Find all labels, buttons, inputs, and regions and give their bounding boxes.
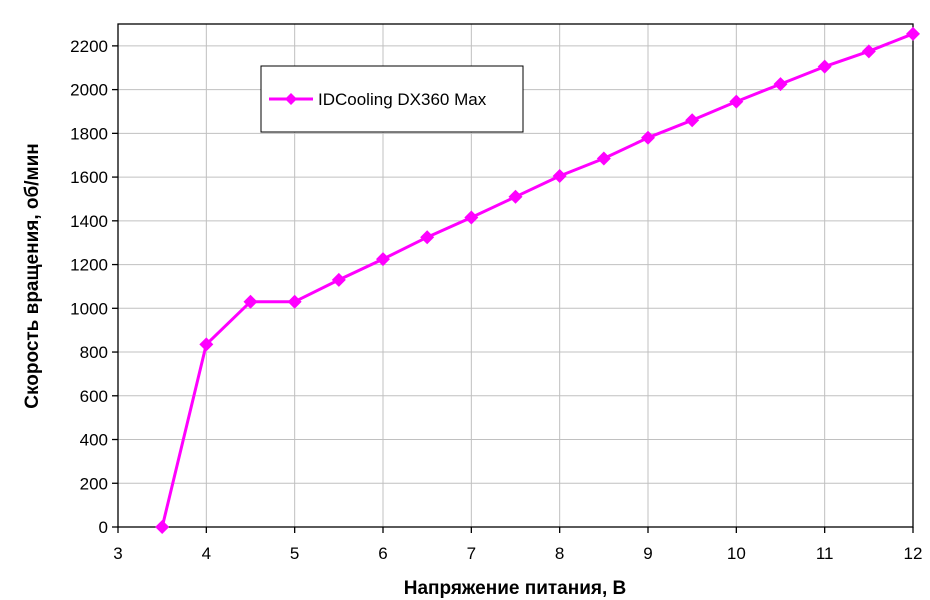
plot-area-frame [117, 23, 914, 528]
data-point-marker [685, 113, 700, 128]
y-tick-label: 1600 [70, 168, 108, 187]
data-point-marker [199, 337, 214, 352]
data-point-marker [596, 151, 611, 166]
y-tick-labels: 0 200 400 600 800 1000 1200 1400 1600 1800 2000 220… [70, 37, 108, 537]
y-tick-label: 400 [80, 431, 108, 450]
axis-ticks [112, 45, 914, 533]
data-point-marker [641, 130, 655, 145]
data-point-marker [287, 294, 302, 309]
data-point-marker [508, 189, 523, 204]
x-tick-label: 9 [643, 544, 652, 563]
x-tick-label: 8 [555, 544, 564, 563]
y-tick-label: 0 [99, 518, 108, 537]
series-layer [155, 26, 920, 534]
data-point-marker [155, 520, 170, 534]
y-tick-label: 800 [80, 343, 108, 362]
data-point-marker [464, 210, 479, 225]
data-point-marker [729, 94, 744, 109]
y-tick-label: 1200 [70, 256, 108, 275]
data-point-marker [773, 77, 788, 92]
x-axis-title: Напряжение питания, В [404, 578, 627, 599]
x-tick-labels: 3 4 5 6 7 8 9 10 11 12 [113, 544, 922, 563]
y-tick-label: 1400 [70, 212, 108, 231]
x-tick-label: 10 [727, 544, 746, 563]
data-point-marker [817, 59, 832, 74]
x-tick-label: 12 [904, 544, 923, 563]
data-point-marker [861, 44, 876, 59]
y-axis-title: Скорость вращения, об/мин [22, 143, 43, 408]
data-point-marker [243, 294, 258, 309]
data-point-marker [376, 252, 390, 267]
legend: IDCooling DX360 Max [260, 65, 524, 133]
y-tick-label: 2200 [70, 37, 108, 56]
data-point-marker [420, 230, 435, 245]
x-tick-label: 5 [290, 544, 299, 563]
data-point-marker [331, 272, 346, 287]
y-tick-label: 2000 [70, 81, 108, 100]
x-tick-label: 3 [113, 544, 122, 563]
legend-marker-diamond [285, 93, 297, 105]
y-tick-label: 1000 [70, 299, 108, 318]
series-line [160, 32, 914, 528]
y-tick-label: 200 [80, 474, 108, 493]
x-tick-label: 4 [202, 544, 211, 563]
x-tick-label: 6 [378, 544, 387, 563]
x-tick-label: 7 [467, 544, 476, 563]
x-tick-label: 11 [816, 544, 834, 563]
y-tick-label: 1800 [70, 124, 108, 143]
y-tick-label: 600 [80, 387, 108, 406]
legend-label: IDCooling DX360 Max [318, 90, 487, 109]
data-point-marker [906, 26, 920, 41]
data-point-marker [552, 168, 567, 183]
